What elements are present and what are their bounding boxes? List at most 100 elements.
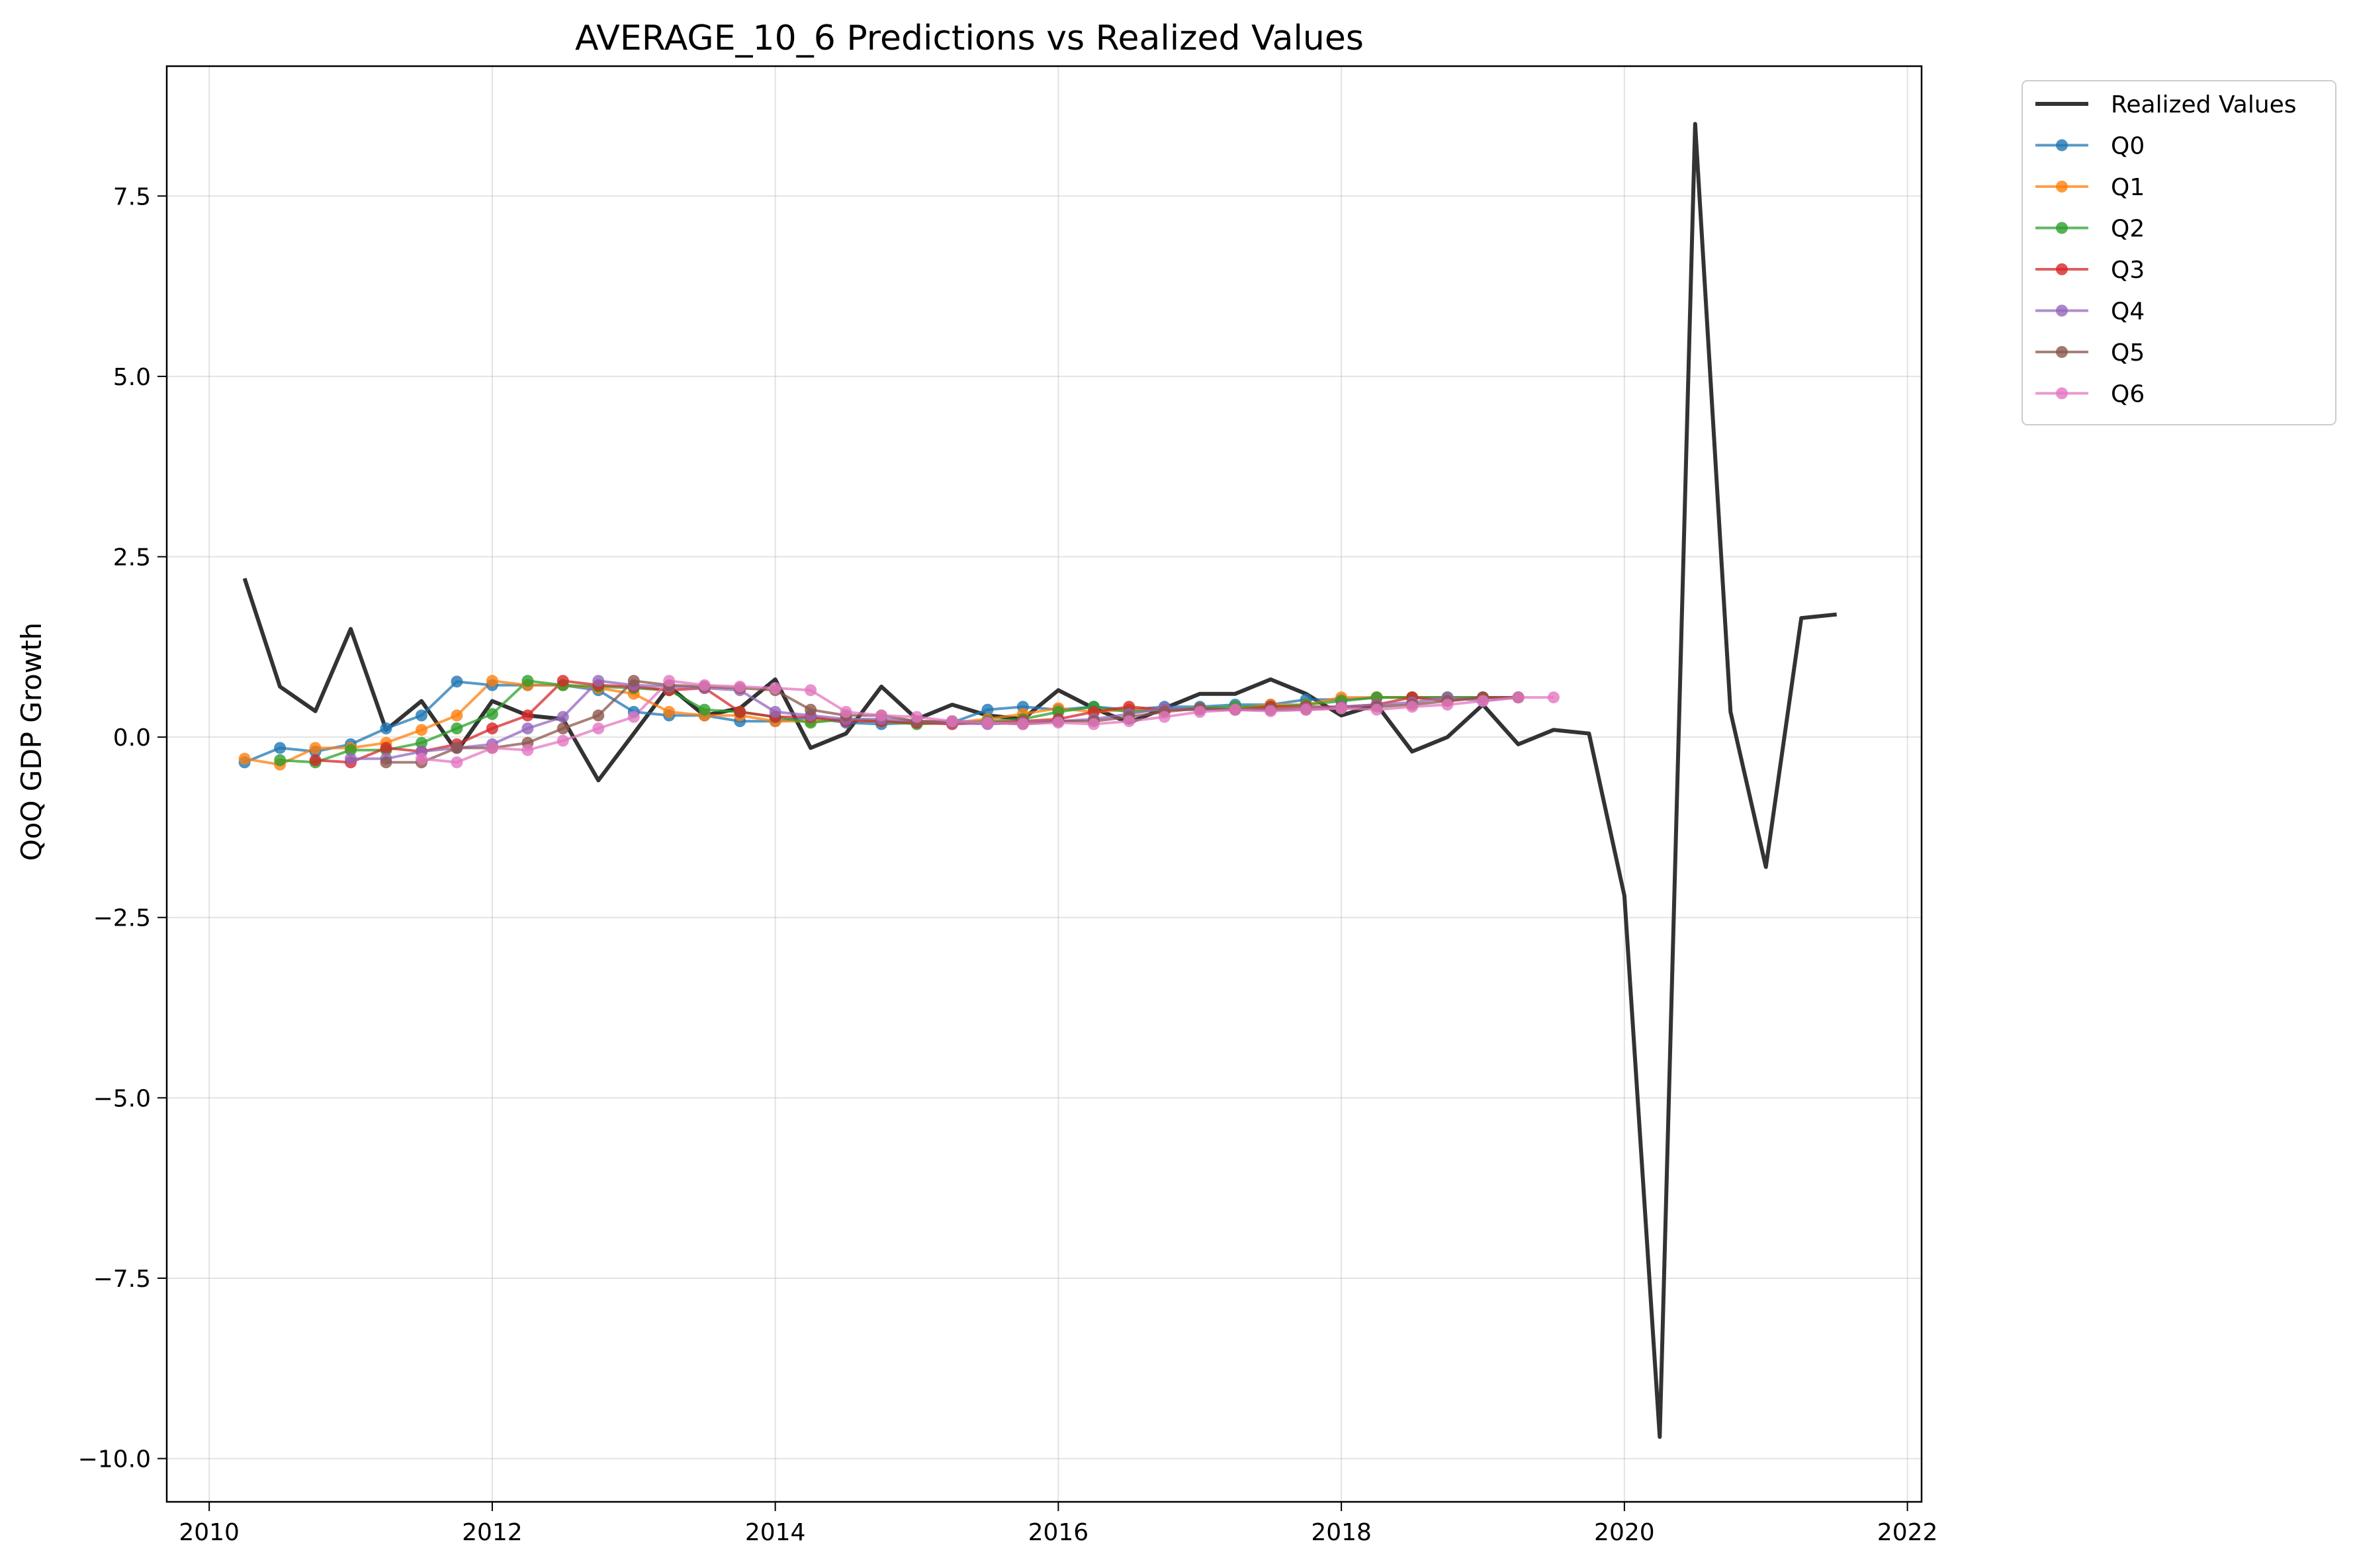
data-point-q5 — [451, 742, 463, 754]
legend-label-q0: Q0 — [2111, 133, 2145, 160]
data-point-q6 — [1370, 703, 1383, 716]
legend: Realized Values Q0 Q1 Q2 Q3 Q4 Q5 Q6 — [2021, 80, 2336, 425]
plot-area-frame — [165, 65, 1923, 1503]
data-point-q1 — [486, 675, 498, 687]
data-point-q6 — [946, 715, 958, 728]
legend-marker-q4 — [2056, 304, 2068, 317]
data-point-q6 — [1052, 717, 1065, 729]
data-point-q1 — [663, 706, 676, 718]
data-point-q6 — [1335, 702, 1348, 715]
data-point-q3 — [380, 742, 392, 754]
data-point-q4 — [769, 706, 781, 718]
data-point-q3 — [486, 722, 498, 734]
data-point-q6 — [1265, 705, 1277, 717]
data-point-q2 — [521, 675, 534, 687]
data-point-q3 — [521, 709, 534, 722]
grid — [167, 66, 1922, 1502]
series-lines — [242, 122, 1838, 1439]
data-point-q0 — [981, 703, 994, 716]
data-point-q2 — [274, 754, 287, 766]
data-point-q6 — [663, 675, 676, 687]
data-point-q5 — [627, 675, 640, 687]
y-tick-label: 5.0 — [113, 364, 151, 391]
legend-label-q4: Q4 — [2111, 298, 2145, 326]
data-point-q6 — [805, 684, 817, 697]
legend-label-realized-values: Realized Values — [2111, 91, 2297, 118]
y-tick-label: 0.0 — [113, 724, 151, 752]
data-point-q0 — [416, 709, 427, 722]
series-markers — [238, 675, 1560, 771]
legend-marker-q6 — [2056, 387, 2068, 400]
legend-marker-q1 — [2056, 181, 2068, 193]
x-tick-label: 2012 — [462, 1519, 523, 1546]
y-axis-label: QoQ GDP Growth — [15, 623, 48, 861]
data-point-q6 — [1087, 718, 1100, 730]
x-tick-label: 2020 — [1594, 1519, 1655, 1546]
data-point-q6 — [451, 756, 463, 769]
legend-label-q2: Q2 — [2111, 216, 2145, 243]
x-tick-label: 2018 — [1311, 1519, 1372, 1546]
legend-marker-q5 — [2056, 346, 2068, 358]
data-point-q4 — [345, 752, 357, 765]
data-point-q3 — [734, 706, 746, 718]
y-tick-label: −7.5 — [93, 1266, 151, 1293]
data-point-q6 — [769, 682, 781, 694]
data-point-q6 — [1512, 691, 1525, 704]
data-point-q6 — [840, 706, 852, 718]
data-point-q6 — [1194, 706, 1206, 718]
data-point-q6 — [1158, 711, 1171, 723]
data-point-q6 — [521, 744, 534, 756]
data-point-q6 — [556, 734, 569, 747]
data-point-q1 — [416, 724, 427, 736]
data-point-q2 — [416, 736, 427, 749]
series-line-realized-values — [242, 122, 1838, 1439]
data-point-q6 — [734, 680, 746, 693]
data-point-q2 — [486, 708, 498, 720]
data-point-q6 — [486, 742, 498, 754]
data-point-q6 — [1229, 703, 1241, 716]
y-tick-label: 7.5 — [113, 183, 151, 210]
data-point-q5 — [592, 709, 605, 722]
x-tick-label: 2022 — [1877, 1519, 1938, 1546]
data-point-q6 — [1300, 703, 1312, 716]
data-point-q1 — [451, 709, 463, 722]
data-point-q2 — [698, 703, 711, 716]
legend-marker-q0 — [2056, 139, 2068, 152]
data-point-q5 — [805, 703, 817, 716]
data-point-q0 — [274, 742, 287, 754]
data-point-q4 — [556, 711, 569, 723]
chart-title: AVERAGE_10_6 Predictions vs Realized Val… — [575, 19, 1364, 58]
data-point-q0 — [380, 722, 392, 734]
y-axis-ticks: −10.0 −7.5 −5.0 −2.5 0.0 2.5 5.0 7.5 — [78, 183, 167, 1473]
y-tick-label: 2.5 — [113, 544, 151, 572]
data-point-q6 — [416, 752, 427, 765]
data-point-q6 — [981, 717, 994, 729]
data-point-q6 — [627, 711, 640, 723]
legend-label-q1: Q1 — [2111, 174, 2145, 201]
data-point-q6 — [1406, 701, 1419, 713]
data-point-q3 — [556, 675, 569, 687]
data-point-q3 — [309, 754, 322, 766]
x-tick-label: 2010 — [179, 1519, 240, 1546]
legend-label-q5: Q5 — [2111, 339, 2145, 367]
data-point-q6 — [1123, 715, 1135, 728]
data-point-q5 — [380, 756, 392, 769]
data-point-q6 — [1016, 718, 1029, 730]
legend-box — [2021, 80, 2336, 425]
data-point-q2 — [345, 744, 357, 756]
data-point-q6 — [910, 711, 923, 723]
data-point-q6 — [1441, 699, 1454, 711]
data-point-q1 — [238, 752, 251, 765]
x-axis-ticks: 2010 2012 2014 2016 2018 2020 2022 — [179, 1502, 1937, 1546]
data-point-q6 — [875, 709, 887, 722]
y-tick-label: −2.5 — [93, 905, 151, 932]
data-point-q2 — [451, 722, 463, 734]
data-point-q5 — [556, 722, 569, 734]
data-point-q6 — [1477, 695, 1489, 707]
data-point-q6 — [592, 722, 605, 734]
data-point-q6 — [698, 679, 711, 691]
data-point-q0 — [451, 675, 463, 688]
x-tick-label: 2016 — [1028, 1519, 1089, 1546]
legend-label-q3: Q3 — [2111, 257, 2145, 284]
